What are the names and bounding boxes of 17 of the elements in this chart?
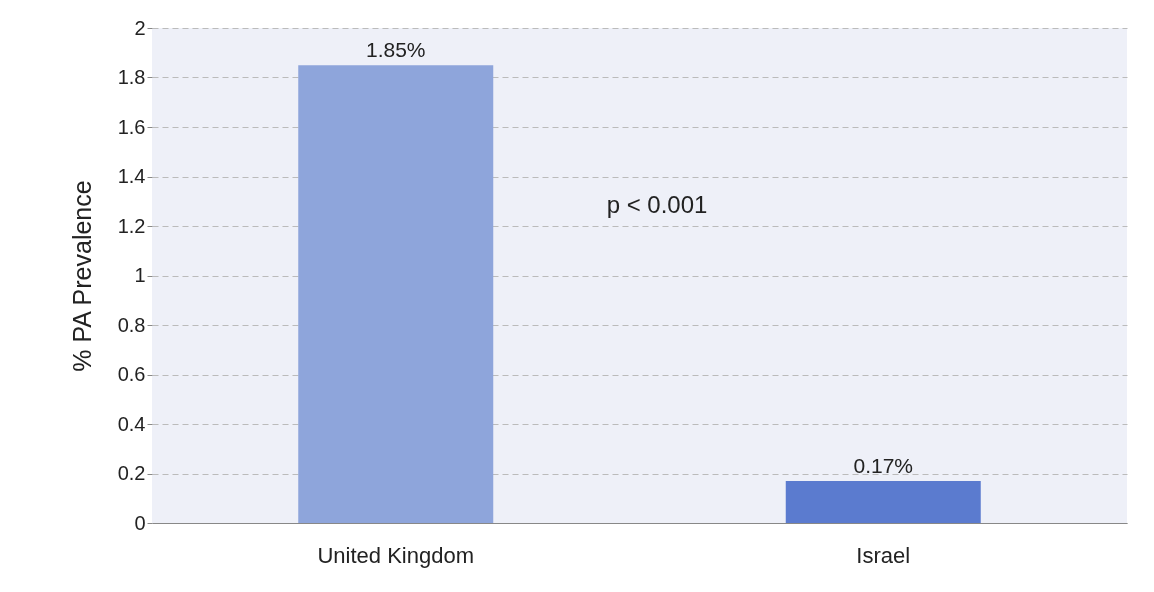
x-tick-label: United Kingdom xyxy=(317,542,475,568)
data-label: 0.17% xyxy=(853,453,914,477)
y-tick-label: 1.8 xyxy=(117,66,146,88)
y-tick-label: 1.2 xyxy=(117,214,146,237)
y-tick-label: 1.6 xyxy=(117,115,146,138)
y-tick-label: 0.4 xyxy=(117,412,146,435)
y-tick-label: 2 xyxy=(134,16,146,39)
y-axis-title: % PA Prevalence xyxy=(67,180,96,372)
y-tick-label: 0.2 xyxy=(117,462,146,484)
y-tick-label: 0.6 xyxy=(117,363,146,385)
y-tick-label: 0.8 xyxy=(117,313,146,336)
annotation: p < 0.001 xyxy=(606,191,708,218)
data-label: 1.85% xyxy=(365,38,426,62)
x-tick-label: Israel xyxy=(856,542,911,568)
y-tick-label: 1 xyxy=(134,264,146,286)
y-tick-label: 1.4 xyxy=(117,165,146,187)
y-tick-label: 0 xyxy=(134,511,146,534)
